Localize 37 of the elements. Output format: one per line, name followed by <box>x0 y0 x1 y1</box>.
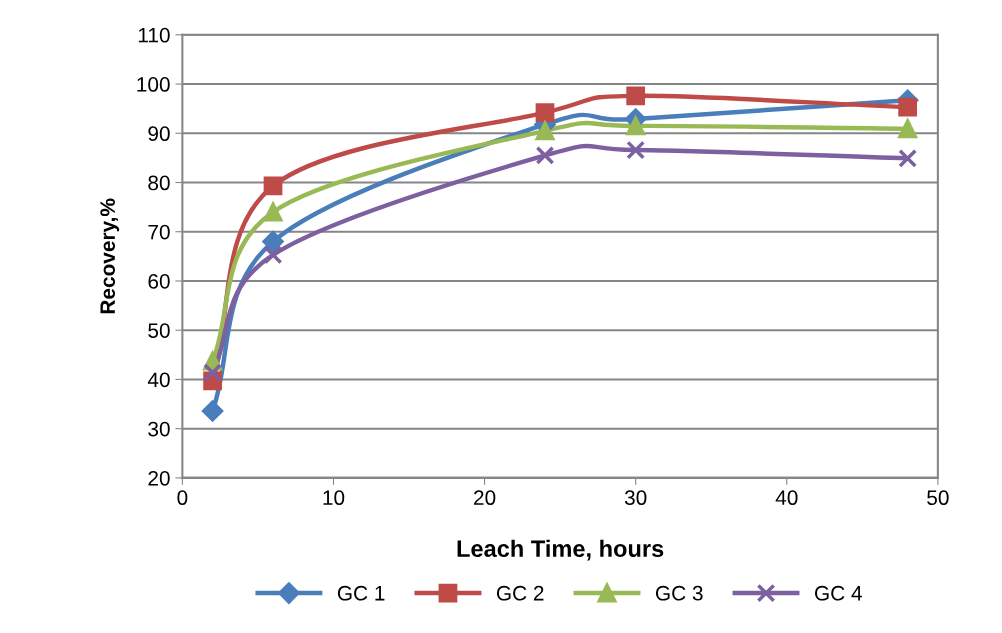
legend-label: GC 3 <box>655 585 703 601</box>
x-tick-label: 20 <box>474 490 496 506</box>
x-axis-title: Leach Time, hours <box>457 539 664 561</box>
y-tick-label: 100 <box>137 77 170 92</box>
point <box>203 363 222 382</box>
y-axis-title: Recovery,% <box>100 198 120 314</box>
point <box>202 400 224 422</box>
x-tick-label: 40 <box>775 490 798 506</box>
legend-label: GC 2 <box>496 585 544 601</box>
point <box>626 140 646 160</box>
y-tick-label: 110 <box>138 27 170 43</box>
legend-label: GC 1 <box>337 585 385 601</box>
point <box>263 200 284 222</box>
point <box>263 176 283 196</box>
point <box>898 149 918 168</box>
legend-label: GC 4 <box>815 585 862 601</box>
point <box>898 97 918 117</box>
y-tick-label: 60 <box>148 273 170 289</box>
x-tick-label: 30 <box>624 490 647 506</box>
y-tick-label: 80 <box>148 175 170 191</box>
point <box>535 103 555 122</box>
y-tick-label: 20 <box>148 470 170 486</box>
y-tick-label: 40 <box>147 372 170 388</box>
point <box>262 231 284 253</box>
point <box>263 245 283 265</box>
y-tick-label: 30 <box>148 421 170 437</box>
x-tick-label: 50 <box>927 490 949 506</box>
point <box>626 86 646 106</box>
point <box>535 146 555 165</box>
point <box>535 121 555 141</box>
point <box>898 119 918 139</box>
y-tick-label: 50 <box>148 323 170 338</box>
x-tick-label: 0 <box>177 490 188 506</box>
y-tick-label: 90 <box>148 126 170 142</box>
x-tick-label: 10 <box>323 490 345 506</box>
point <box>625 114 646 136</box>
y-tick-label: 70 <box>148 224 170 240</box>
